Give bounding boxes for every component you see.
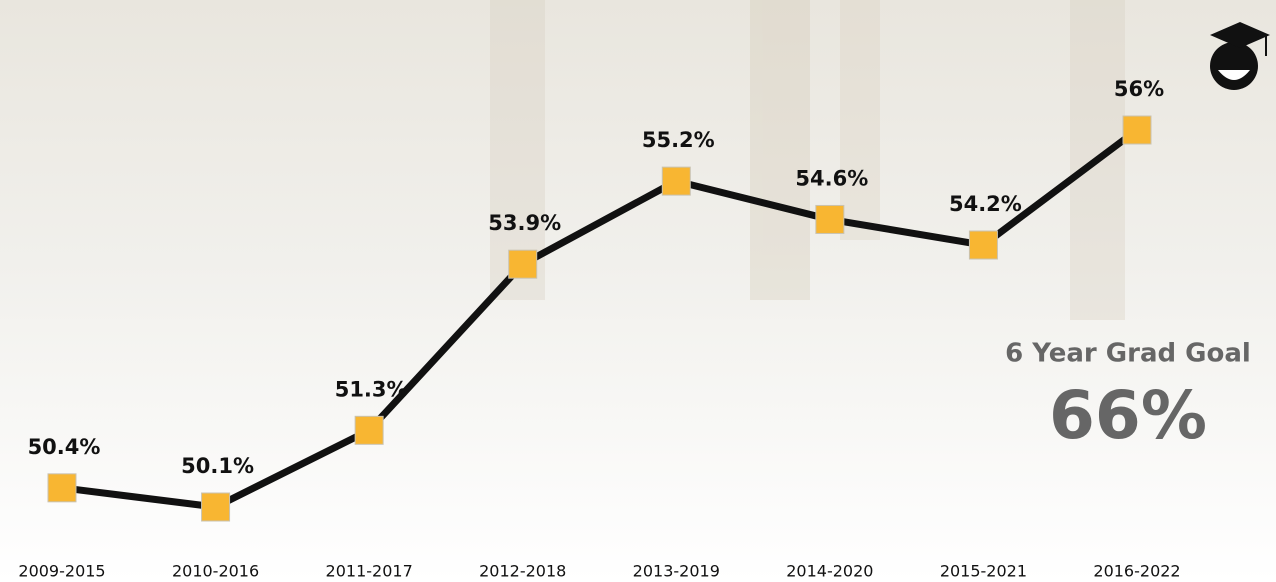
goal-label: 6 Year Grad Goal	[1005, 339, 1251, 369]
value-label: 50.4%	[28, 435, 101, 459]
marker	[662, 167, 690, 195]
x-tick-label: 2011-2017	[326, 562, 413, 581]
x-tick-label: 2010-2016	[172, 562, 259, 581]
x-tick-label: 2014-2020	[786, 562, 873, 581]
marker	[355, 416, 383, 444]
value-label: 51.3%	[335, 377, 408, 401]
value-label: 50.1%	[181, 454, 254, 478]
x-tick-label: 2012-2018	[479, 562, 566, 581]
marker	[969, 231, 997, 259]
value-label: 56%	[1114, 77, 1164, 101]
marker	[1123, 116, 1151, 144]
x-tick-label: 2015-2021	[940, 562, 1027, 581]
marker	[509, 250, 537, 278]
marker	[202, 493, 230, 521]
x-tick-label: 2016-2022	[1093, 562, 1180, 581]
marker	[816, 205, 844, 233]
chart: 6 Year Grad Goal 66% 50.4% 2009-2015 50.1%…	[0, 0, 1276, 582]
x-tick-label: 2013-2019	[633, 562, 720, 581]
marker	[48, 474, 76, 502]
x-tick-label: 2009-2015	[18, 562, 105, 581]
value-label: 55.2%	[642, 128, 715, 152]
value-label: 54.6%	[795, 166, 868, 190]
value-label: 54.2%	[949, 192, 1022, 216]
value-label: 53.9%	[488, 211, 561, 235]
goal-value: 66%	[1049, 377, 1207, 454]
